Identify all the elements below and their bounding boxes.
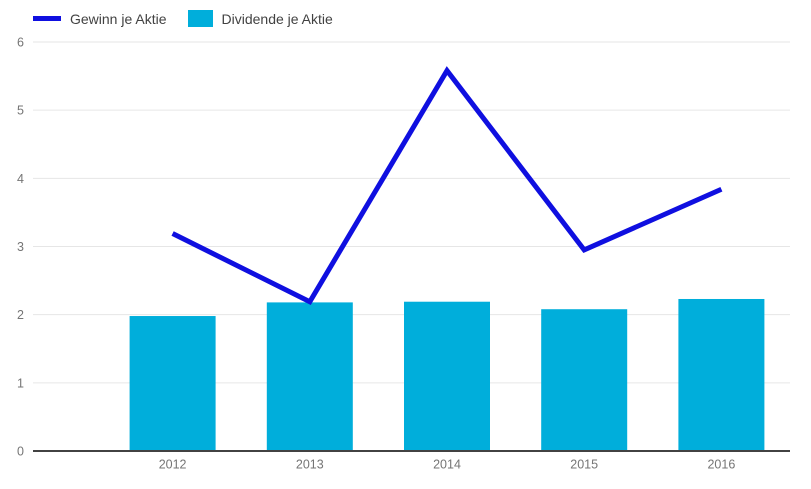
bar-2016[interactable]	[678, 298, 765, 451]
line-series-swatch-icon	[33, 16, 61, 21]
x-tick-label: 2016	[707, 458, 735, 472]
y-tick-label: 1	[17, 376, 24, 390]
y-tick-label: 6	[17, 36, 24, 50]
y-tick-label: 4	[17, 172, 24, 186]
line-series-path[interactable]	[171, 66, 723, 305]
bar-2015[interactable]	[541, 309, 628, 451]
chart-legend: Gewinn je Aktie Dividende je Aktie	[33, 8, 333, 29]
legend-item-dividende-je-aktie[interactable]: Dividende je Aktie	[187, 10, 333, 27]
y-tick-label: 5	[17, 104, 24, 118]
y-tick-label: 2	[17, 308, 24, 322]
x-tick-label: 2012	[159, 458, 187, 472]
bar-series-group	[129, 298, 765, 451]
x-tick-label: 2013	[296, 458, 324, 472]
bar-2013[interactable]	[266, 302, 353, 451]
bar-2014[interactable]	[404, 301, 490, 451]
legend-label: Gewinn je Aktie	[70, 10, 167, 27]
gridlines-group	[33, 41, 790, 384]
x-tick-label: 2015	[570, 458, 598, 472]
x-axis-tick-labels: 2012 2013 2014 2015 2016	[159, 458, 736, 472]
bar-2012[interactable]	[129, 316, 216, 451]
legend-label: Dividende je Aktie	[221, 10, 333, 27]
y-axis-tick-labels: 0 1 2 3 4 5 6	[17, 36, 24, 459]
y-tick-label: 3	[17, 240, 24, 254]
x-tick-label: 2014	[433, 458, 461, 472]
legend-item-gewinn-je-aktie[interactable]: Gewinn je Aktie	[33, 11, 167, 27]
bar-series-swatch-icon	[187, 10, 213, 27]
y-tick-label: 0	[17, 445, 24, 459]
